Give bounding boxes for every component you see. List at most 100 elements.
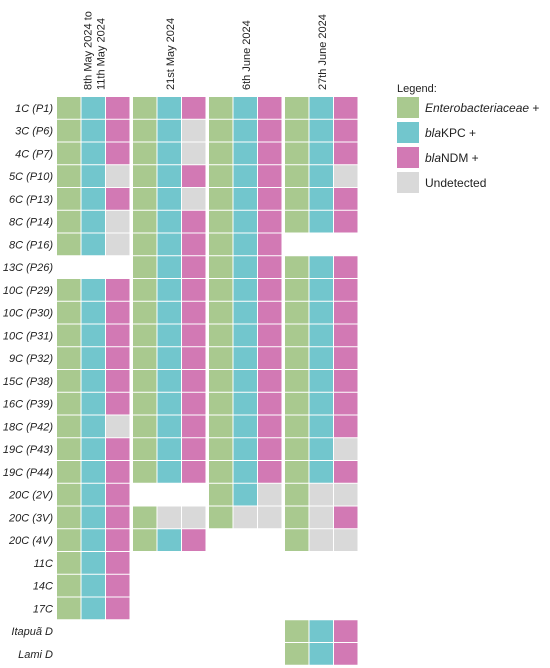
heatmap-cell [157, 370, 181, 392]
heatmap-cell [334, 119, 358, 142]
heatmap-cell [309, 461, 333, 483]
heatmap-cell [157, 188, 181, 210]
heatmap-cell [309, 347, 333, 369]
sample-label: 6C (P13) [9, 194, 53, 206]
heatmap-cell [81, 461, 105, 483]
heatmap-cell [182, 256, 206, 278]
heatmap-cell [309, 324, 333, 347]
heatmap-cell [106, 97, 130, 119]
heatmap-cell [334, 370, 358, 392]
sample-label: 8C (P14) [9, 217, 53, 229]
heatmap-cell [81, 301, 105, 324]
heatmap-cell [209, 370, 233, 392]
heatmap-cell [258, 506, 282, 529]
heatmap-cell [334, 165, 358, 187]
heatmap-cell [182, 324, 206, 347]
legend-swatch [397, 122, 419, 143]
legend-title: Legend: [397, 83, 437, 95]
date-label: 8th May 2024 to [82, 11, 94, 90]
heatmap-cell [81, 210, 105, 233]
heatmap-cell [57, 370, 81, 392]
heatmap-cell [157, 438, 181, 460]
heatmap-cell [133, 233, 157, 256]
heatmap-cell [182, 415, 206, 438]
heatmap-cell [233, 142, 257, 165]
heatmap-cell [233, 324, 257, 347]
heatmap-cell [285, 279, 309, 301]
sample-label: 10C (P29) [3, 285, 53, 297]
heatmap-cell [233, 256, 257, 278]
heatmap-cell [106, 552, 130, 574]
heatmap-cell [81, 119, 105, 142]
heatmap-cell [157, 324, 181, 347]
heatmap-cell [334, 142, 358, 165]
sample-label: 10C (P30) [3, 308, 53, 320]
heatmap-cell [334, 392, 358, 415]
heatmap-cell [57, 529, 81, 551]
heatmap-cell [209, 301, 233, 324]
heatmap-cell [285, 415, 309, 438]
heatmap-cell [285, 324, 309, 347]
heatmap-cell [285, 347, 309, 369]
heatmap-cell [258, 392, 282, 415]
heatmap-cell [182, 438, 206, 460]
heatmap-cell [182, 392, 206, 415]
sample-label: 4C (P7) [15, 148, 53, 160]
heatmap-cell [106, 210, 130, 233]
heatmap-cell [209, 119, 233, 142]
heatmap-cell [285, 438, 309, 460]
heatmap-cell [334, 529, 358, 551]
heatmap-cell [233, 415, 257, 438]
heatmap-cell [182, 119, 206, 142]
heatmap-cell [157, 347, 181, 369]
heatmap-cell [57, 142, 81, 165]
heatmap-cell [106, 324, 130, 347]
heatmap-cell [81, 347, 105, 369]
legend-swatch [397, 172, 419, 193]
heatmap-cell [334, 188, 358, 210]
heatmap-cell [81, 279, 105, 301]
heatmap-cell [285, 256, 309, 278]
heatmap-cell [285, 301, 309, 324]
heatmap-cell [209, 256, 233, 278]
heatmap-cell [81, 188, 105, 210]
legend-label: Enterobacteriaceae + [425, 101, 539, 115]
heatmap-cell [334, 620, 358, 642]
sample-label: 9C (P32) [9, 353, 53, 365]
sample-label: 1C (P1) [15, 103, 53, 115]
heatmap-cell [209, 415, 233, 438]
heatmap-cell [309, 301, 333, 324]
heatmap-cell [133, 461, 157, 483]
heatmap-cell [157, 415, 181, 438]
heatmap-cell [209, 165, 233, 187]
heatmap-cell [57, 119, 81, 142]
heatmap-cell [233, 119, 257, 142]
heatmap-cell [182, 370, 206, 392]
heatmap-cell [81, 142, 105, 165]
heatmap-cell [309, 188, 333, 210]
heatmap-cell [233, 483, 257, 506]
heatmap-cell [309, 165, 333, 187]
heatmap-cell [106, 233, 130, 256]
heatmap-cell [157, 233, 181, 256]
heatmap-cell [233, 279, 257, 301]
heatmap-cell [57, 438, 81, 460]
heatmap-cell [57, 506, 81, 529]
heatmap-cell [157, 256, 181, 278]
heatmap-cell [233, 461, 257, 483]
heatmap-cell [106, 438, 130, 460]
sample-label: 17C [33, 603, 53, 615]
heatmap-cell [106, 529, 130, 551]
heatmap-cell [57, 597, 81, 620]
heatmap-cell [209, 461, 233, 483]
heatmap-cell [258, 324, 282, 347]
heatmap-cell [57, 233, 81, 256]
heatmap-cell [133, 392, 157, 415]
heatmap-cell [182, 142, 206, 165]
heatmap-cell [209, 279, 233, 301]
heatmap-cell [334, 347, 358, 369]
heatmap-cell [285, 529, 309, 551]
heatmap-cell [209, 347, 233, 369]
sample-label: 18C (P42) [3, 421, 53, 433]
sample-label: 19C (P43) [3, 444, 53, 456]
